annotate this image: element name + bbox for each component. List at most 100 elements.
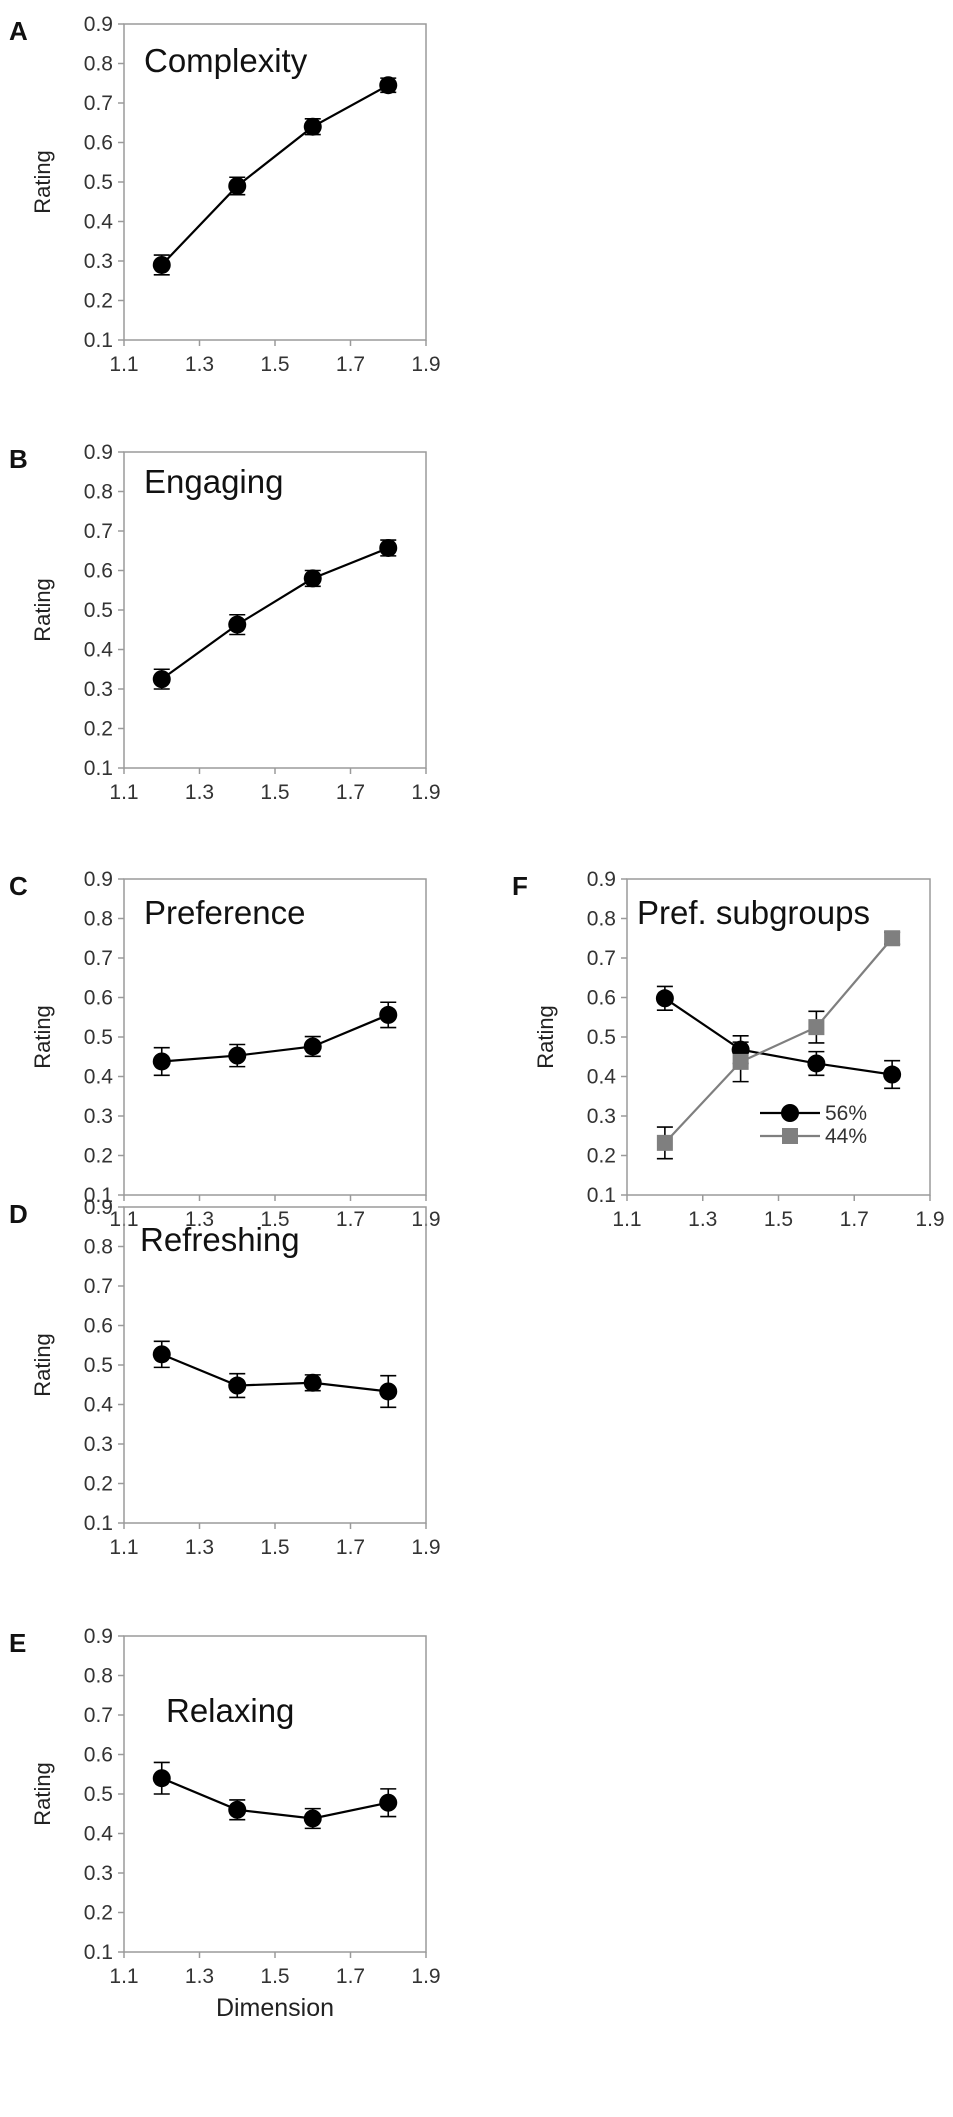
y-tick-label: 0.9 — [84, 1196, 113, 1219]
y-tick-label: 0.1 — [84, 329, 113, 352]
chart-panel-a: 0.1 0.2 0.3 0.4 0.5 0.6 0.7 0.8 0.9 1.1 1.3 1.5 1.7 1… — [9, 13, 441, 376]
y-tick-label: 0.8 — [84, 1665, 113, 1688]
chart-panel-e: 0.1 0.2 0.3 0.4 0.5 0.6 0.7 0.8 0.9 1.1 1.3 1.5 1.7 1… — [9, 1625, 441, 2022]
y-tick-label: 0.8 — [84, 1236, 113, 1259]
y-tick-label: 0.7 — [84, 1704, 113, 1727]
x-tick-label: 1.9 — [411, 1536, 440, 1559]
y-axis-label: Rating — [30, 1005, 55, 1069]
panel-title: Pref. subgroups — [637, 894, 870, 931]
panel-letter: D — [9, 1199, 28, 1229]
x-tick-label: 1.5 — [260, 1208, 289, 1231]
data-point — [228, 1046, 247, 1065]
data-point — [303, 1809, 322, 1828]
y-tick-label: 0.8 — [84, 908, 113, 931]
series-line — [161, 1777, 389, 1820]
series-line — [664, 937, 893, 1144]
y-tick-label: 0.4 — [84, 211, 114, 234]
data-point — [883, 1065, 902, 1084]
y-tick-label: 0.1 — [84, 757, 113, 780]
data-point — [379, 76, 398, 95]
y-tick-label: 0.2 — [84, 718, 113, 741]
x-tick-label: 1.9 — [411, 781, 440, 804]
x-tick-label: 1.9 — [411, 1965, 440, 1988]
x-tick-label: 1.1 — [109, 781, 138, 804]
chart-panel-d: 0.1 0.2 0.3 0.4 0.5 0.6 0.7 0.8 0.9 1.1 1.3 1.5 1.7 1… — [9, 1196, 441, 1559]
y-tick-label: 0.4 — [587, 1066, 617, 1089]
y-tick-label: 0.1 — [84, 1512, 113, 1535]
y-tick-label: 0.2 — [84, 1902, 113, 1925]
x-tick-label: 1.1 — [109, 1965, 138, 1988]
series-line — [161, 1013, 389, 1063]
x-tick-label: 1.5 — [764, 1208, 793, 1231]
x-tick-label: 1.3 — [185, 781, 214, 804]
data-point — [379, 1382, 398, 1401]
x-tick-label: 1.1 — [109, 353, 138, 376]
data-point — [228, 615, 247, 634]
y-axis-label: Rating — [533, 1005, 558, 1069]
y-tick-label: 0.1 — [84, 1184, 113, 1207]
y-tick-label: 0.7 — [84, 520, 113, 543]
panel-title: Engaging — [144, 463, 283, 500]
x-axis-title: Dimension — [216, 1994, 334, 2022]
x-tick-label: 1.3 — [185, 1536, 214, 1559]
y-tick-label: 0.6 — [84, 987, 113, 1010]
y-axis-label: Rating — [30, 150, 55, 214]
y-tick-label: 0.5 — [84, 1026, 113, 1049]
y-tick-label: 0.8 — [84, 481, 113, 504]
data-point — [379, 1005, 398, 1024]
series-line — [160, 84, 389, 266]
chart-panel-b: 0.1 0.2 0.3 0.4 0.5 0.6 0.7 0.8 0.9 1.1 1.3 1.5 1.7 1… — [9, 441, 441, 804]
x-tick-label: 1.7 — [336, 1965, 365, 1988]
x-tick-label: 1.3 — [185, 353, 214, 376]
series-line — [664, 997, 893, 1076]
data-point — [303, 569, 322, 588]
data-point — [152, 1769, 171, 1788]
data-point — [228, 1376, 247, 1395]
y-tick-label: 0.7 — [84, 92, 113, 115]
y-tick-label: 0.7 — [84, 947, 113, 970]
data-point — [228, 176, 247, 195]
y-tick-label: 0.4 — [84, 1394, 114, 1417]
legend-label: 44% — [825, 1125, 867, 1148]
chart-panel-f: 0.1 0.2 0.3 0.4 0.5 0.6 0.7 0.8 0.9 1.1 1.3 1.5 1.7 1… — [512, 868, 945, 1231]
y-tick-label: 0.6 — [84, 132, 113, 155]
data-point — [379, 538, 398, 557]
data-point — [732, 1053, 749, 1070]
legend: 56%44% — [760, 1102, 867, 1148]
y-tick-label: 0.9 — [84, 868, 113, 891]
y-tick-label: 0.4 — [84, 1823, 114, 1846]
panel-letter: E — [9, 1628, 26, 1658]
y-axis-label: Rating — [30, 578, 55, 642]
y-tick-label: 0.2 — [84, 290, 113, 313]
data-point — [379, 1793, 398, 1812]
x-tick-label: 1.5 — [260, 781, 289, 804]
y-axis-label: Rating — [30, 1333, 55, 1397]
y-tick-label: 0.6 — [84, 1744, 113, 1767]
series-1 — [152, 538, 398, 690]
y-tick-label: 0.5 — [84, 1354, 113, 1377]
panel-letter: C — [9, 871, 28, 901]
x-tick-label: 1.5 — [260, 1536, 289, 1559]
data-point — [884, 930, 901, 947]
panel-letter: F — [512, 871, 528, 901]
data-point — [656, 1134, 673, 1151]
y-tick-label: 0.8 — [587, 908, 616, 931]
y-tick-label: 0.7 — [84, 1275, 113, 1298]
series-line — [161, 546, 389, 681]
series-1 — [152, 1340, 398, 1409]
panel-letter: B — [9, 444, 28, 474]
chart-panel-c: 0.10.20.30.40.50.60.70.80.91.1 1.3 1.5 1.7 1… — [9, 868, 441, 1231]
x-tick-label: 1.3 — [185, 1965, 214, 1988]
x-tick-label: 1.1 — [109, 1536, 138, 1559]
y-tick-label: 0.3 — [84, 1105, 113, 1128]
data-point — [655, 989, 674, 1008]
y-tick-label: 0.1 — [587, 1184, 616, 1207]
y-tick-label: 0.6 — [84, 560, 113, 583]
x-tick-label: 1.3 — [185, 1208, 214, 1231]
y-tick-label: 0.4 — [84, 639, 114, 662]
data-point — [152, 1052, 171, 1071]
y-tick-label: 0.3 — [587, 1105, 616, 1128]
legend-marker — [781, 1104, 799, 1122]
y-tick-label: 0.6 — [587, 987, 616, 1010]
